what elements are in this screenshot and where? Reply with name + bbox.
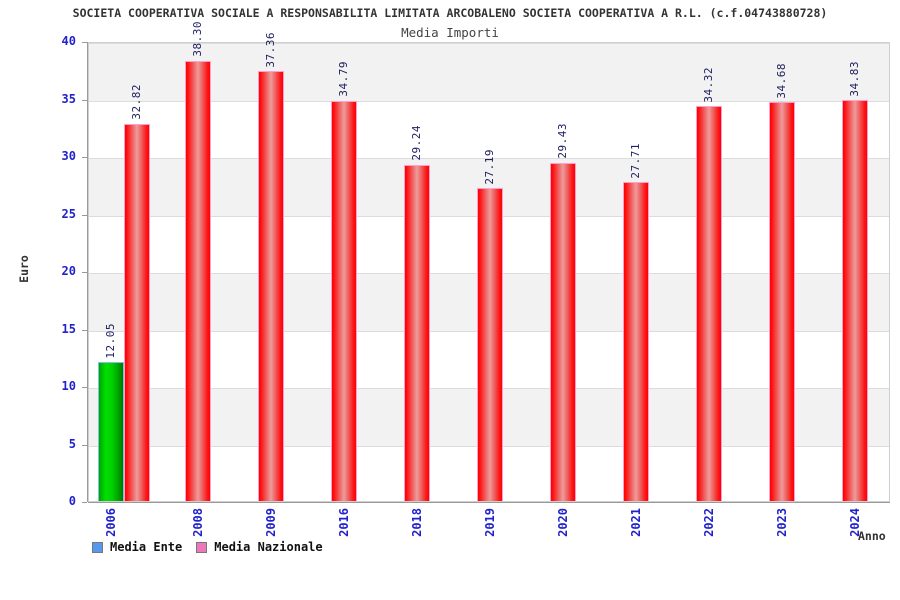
plot-area: 12.05 32.82 38.30 37.36 34.79 29.24 27.19 29.43… (88, 21, 890, 502)
x-tick-label: 2022 (701, 508, 716, 537)
y-tick-label: 40 (61, 34, 76, 48)
legend-swatch-media-nazionale (196, 541, 208, 553)
y-tick-label: 15 (61, 321, 76, 336)
bar-value-label: 34.68 (774, 62, 788, 99)
bar-value-label: 27.71 (628, 142, 642, 179)
legend-label-media-ente: Media Ente (110, 540, 183, 554)
y-tick-mark (82, 214, 87, 216)
y-tick-label: 25 (61, 206, 76, 221)
x-axis-title: Anno (858, 529, 886, 543)
bar-value-label: 34.32 (701, 66, 715, 103)
x-tick-label: 2023 (774, 508, 789, 537)
chart-title: SOCIETA COOPERATIVA SOCIALE A RESPONSABI… (72, 6, 828, 20)
bar-media-nazionale[interactable] (695, 106, 722, 501)
bar-value-label: 12.05 (104, 322, 118, 359)
bar-media-nazionale[interactable] (841, 100, 868, 501)
gridline (89, 100, 889, 102)
bar-media-ente[interactable] (98, 362, 125, 501)
chart-legend: Media Ente Media Nazionale (92, 540, 323, 554)
chart-subtitle: Media Importi (401, 25, 499, 40)
bar-media-nazionale[interactable] (404, 164, 431, 501)
y-tick-mark (82, 502, 87, 503)
y-axis-title: Euro (17, 255, 31, 283)
y-tick-label: 30 (61, 149, 76, 163)
y-tick-mark (82, 99, 87, 101)
y-axis-line (87, 42, 88, 502)
legend-item-media-ente[interactable]: Media Ente (92, 540, 182, 554)
y-tick-label: 5 (68, 436, 76, 451)
legend-swatch-media-ente (92, 541, 103, 553)
bar-media-nazionale[interactable] (258, 71, 285, 501)
bar-media-nazionale[interactable] (477, 188, 503, 501)
x-tick-label: 2019 (483, 508, 497, 537)
x-tick-label: 2009 (264, 508, 279, 537)
y-tick-label: 35 (61, 91, 76, 106)
y-tick-label: 20 (61, 264, 76, 278)
bar-media-nazionale[interactable] (768, 102, 795, 501)
bar-value-label: 27.19 (483, 148, 496, 185)
x-tick-label: 2008 (191, 508, 206, 537)
bar-value-label: 29.43 (555, 122, 569, 159)
bar-media-nazionale[interactable] (124, 123, 151, 501)
bar-media-nazionale[interactable] (185, 60, 212, 501)
bar-media-nazionale[interactable] (549, 162, 576, 501)
bar-value-label: 37.36 (264, 31, 278, 68)
x-tick-label: 2020 (555, 508, 570, 537)
gridline (89, 43, 889, 44)
bar-media-nazionale[interactable] (331, 100, 358, 501)
bar-value-label: 32.82 (130, 83, 144, 120)
bar-value-label: 29.24 (410, 125, 424, 161)
legend-label-media-nazionale: Media Nazionale (214, 540, 323, 554)
y-tick-label: 10 (61, 379, 76, 393)
bar-value-label: 34.79 (337, 61, 351, 97)
legend-item-media-nazionale[interactable]: Media Nazionale (196, 540, 323, 554)
y-tick-mark (82, 42, 87, 43)
y-tick-mark (82, 329, 87, 331)
y-tick-mark (82, 157, 87, 158)
bar-value-label: 38.30 (191, 20, 205, 57)
x-tick-label: 2021 (628, 508, 643, 537)
y-tick-mark (82, 444, 87, 446)
y-tick-label: 0 (68, 494, 76, 508)
x-axis-line (88, 502, 890, 503)
background-band (89, 43, 889, 101)
y-tick-mark (82, 272, 87, 273)
x-tick-label: 2006 (104, 508, 119, 537)
x-tick-label: 2018 (410, 508, 425, 537)
bar-media-nazionale[interactable] (622, 182, 649, 501)
bar-value-label: 34.83 (847, 60, 861, 97)
x-tick-label: 2016 (337, 508, 352, 537)
gridline (89, 158, 889, 159)
y-tick-mark (82, 387, 87, 388)
